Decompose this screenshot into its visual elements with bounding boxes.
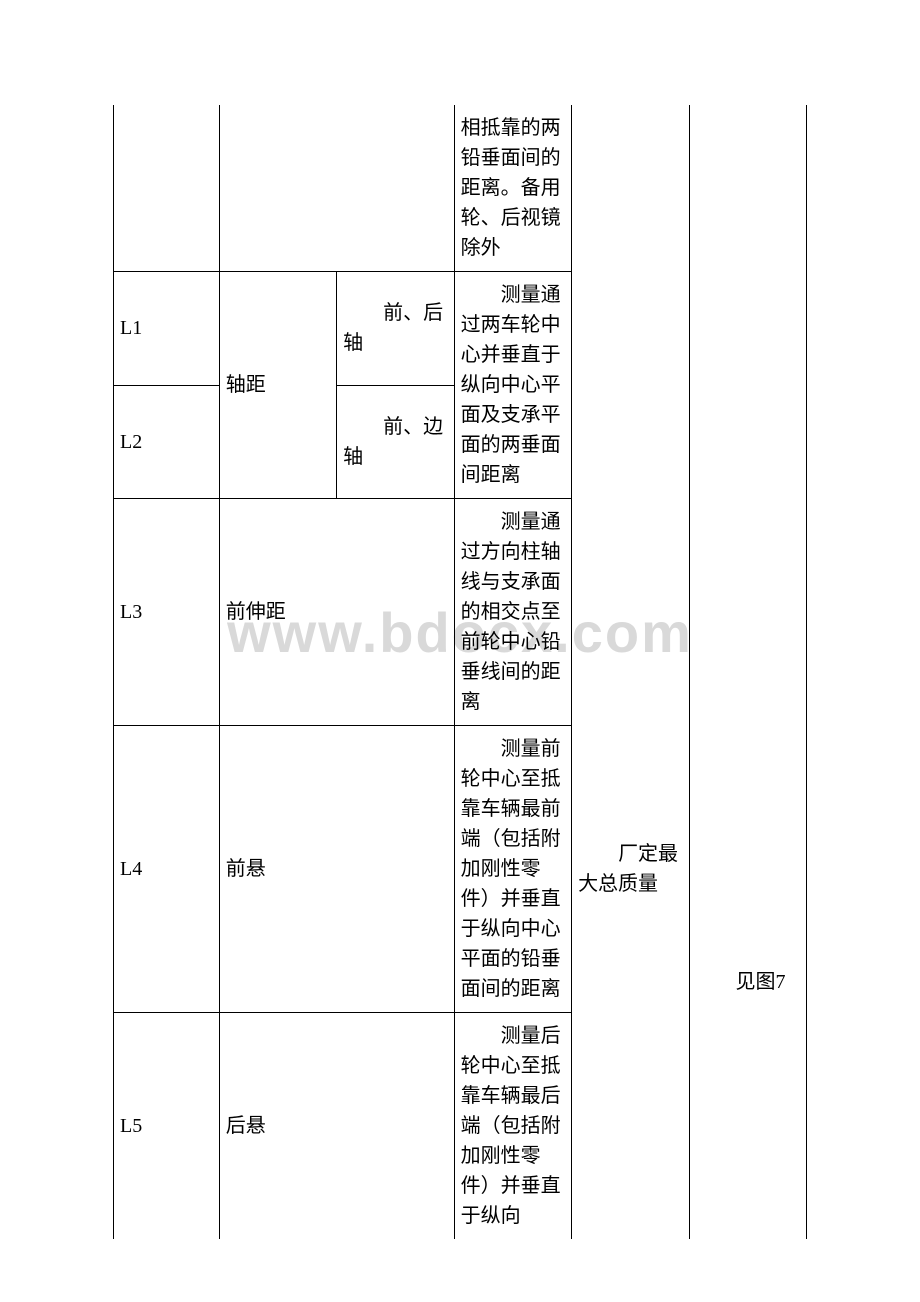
- cell-desc: 相抵靠的两铅垂面间的距离。备用轮、后视镜除外: [454, 105, 571, 272]
- cell-code: L1: [114, 272, 220, 386]
- cell-name: 轴距: [219, 272, 336, 499]
- cell-text: 见图7: [696, 967, 800, 997]
- cell-text: 前、后轴: [343, 298, 447, 358]
- cell-sub: 前、边轴: [337, 385, 454, 499]
- cell-name: 前悬: [219, 726, 454, 1013]
- cell-desc: 测量通过方向柱轴线与支承面的相交点至前轮中心铅垂线间的距离: [454, 499, 571, 726]
- cell-empty: [114, 105, 220, 272]
- cell-desc: 测量后轮中心至抵靠车辆最后端（包括附加刚性零件）并垂直于纵向: [454, 1013, 571, 1240]
- cell-desc: 测量前轮中心至抵靠车辆最前端（包括附加刚性零件）并垂直于纵向中心平面的铅垂面间的…: [454, 726, 571, 1013]
- cell-empty: [572, 105, 689, 272]
- cell-text: 前、边轴: [343, 412, 447, 472]
- cell-sub: 前、后轴: [337, 272, 454, 386]
- cell-text: 测量前轮中心至抵靠车辆最前端（包括附加刚性零件）并垂直于纵向中心平面的铅垂面间的…: [461, 734, 565, 1004]
- cell-desc: 测量通过两车轮中心并垂直于纵向中心平面及支承平面的两垂面间距离: [454, 272, 571, 499]
- cell-text: 测量后轮中心至抵靠车辆最后端（包括附加刚性零件）并垂直于纵向: [461, 1021, 565, 1231]
- spec-table-container: 相抵靠的两铅垂面间的距离。备用轮、后视镜除外 L1 轴距 前、后轴 测量通过两车…: [113, 105, 807, 1239]
- cell-empty: [689, 499, 806, 726]
- table-row: L4 前悬 测量前轮中心至抵靠车辆最前端（包括附加刚性零件）并垂直于纵向中心平面…: [114, 726, 807, 1013]
- cell-text: 厂定最大总质量: [578, 839, 682, 899]
- table-row: 相抵靠的两铅垂面间的距离。备用轮、后视镜除外: [114, 105, 807, 272]
- cell-empty: [689, 105, 806, 272]
- cell-code: L4: [114, 726, 220, 1013]
- cell-code: L3: [114, 499, 220, 726]
- cell-name: 后悬: [219, 1013, 454, 1240]
- cell-ref: 见图7: [689, 726, 806, 1240]
- cell-empty: [689, 272, 806, 499]
- cell-code: L2: [114, 385, 220, 499]
- cell-text: 测量通过方向柱轴线与支承面的相交点至前轮中心铅垂线间的距离: [461, 507, 565, 717]
- cell-text: 测量通过两车轮中心并垂直于纵向中心平面及支承平面的两垂面间距离: [461, 280, 565, 490]
- cell-code: L5: [114, 1013, 220, 1240]
- cell-name: 前伸距: [219, 499, 454, 726]
- table-row: L3 前伸距 测量通过方向柱轴线与支承面的相交点至前轮中心铅垂线间的距离 厂定最…: [114, 499, 807, 726]
- cell-condition: 厂定最大总质量: [572, 499, 689, 1240]
- cell-empty: [219, 105, 454, 272]
- spec-table: 相抵靠的两铅垂面间的距离。备用轮、后视镜除外 L1 轴距 前、后轴 测量通过两车…: [113, 105, 807, 1239]
- table-row: L1 轴距 前、后轴 测量通过两车轮中心并垂直于纵向中心平面及支承平面的两垂面间…: [114, 272, 807, 386]
- cell-empty: [572, 272, 689, 499]
